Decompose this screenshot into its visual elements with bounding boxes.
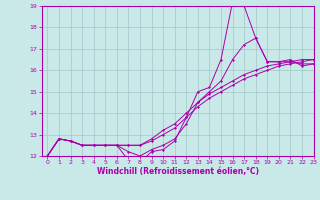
X-axis label: Windchill (Refroidissement éolien,°C): Windchill (Refroidissement éolien,°C) xyxy=(97,167,259,176)
